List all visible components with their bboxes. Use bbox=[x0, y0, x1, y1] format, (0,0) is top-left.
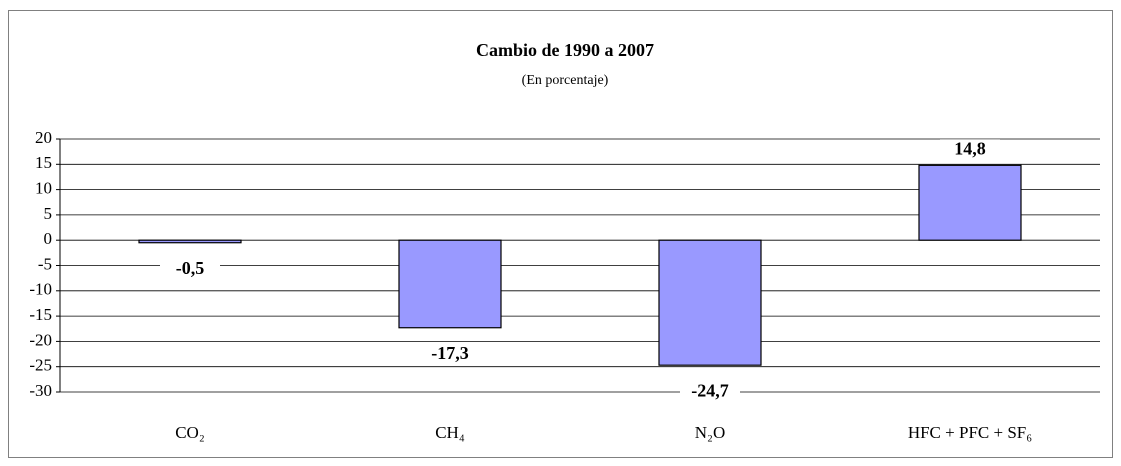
x-tick-label: N₂O bbox=[695, 423, 725, 442]
bar bbox=[658, 239, 762, 366]
y-tick-label: 0 bbox=[44, 229, 53, 248]
y-tick-label: 15 bbox=[35, 153, 52, 172]
y-tick-label: -25 bbox=[29, 356, 52, 375]
chart-subtitle: (En porcentaje) bbox=[522, 73, 609, 88]
value-label-bg bbox=[420, 343, 480, 366]
value-label: -0,5 bbox=[176, 258, 205, 278]
value-label: 14,8 bbox=[954, 138, 986, 158]
y-tick-label: -5 bbox=[38, 254, 52, 273]
bar bbox=[138, 239, 242, 244]
y-tick-label: -30 bbox=[29, 381, 52, 400]
chart-title: Cambio de 1990 a 2007 bbox=[476, 40, 654, 60]
y-tick-label: 20 bbox=[35, 128, 52, 147]
value-label-bg bbox=[940, 139, 1000, 162]
bar bbox=[398, 239, 502, 329]
value-label-bg bbox=[680, 381, 740, 404]
y-tick-label: 5 bbox=[44, 204, 53, 223]
x-tick-label: CH₄ bbox=[435, 423, 465, 442]
value-label-bg bbox=[160, 258, 220, 281]
bar bbox=[918, 164, 1022, 241]
y-tick-label: -20 bbox=[29, 330, 52, 349]
y-tick-label: -15 bbox=[29, 305, 52, 324]
x-tick-label: CO₂ bbox=[175, 423, 205, 442]
y-tick-label: -10 bbox=[29, 280, 52, 299]
y-tick-label: 10 bbox=[35, 179, 52, 198]
value-label: -24,7 bbox=[691, 380, 729, 400]
value-label: -17,3 bbox=[431, 343, 469, 363]
x-tick-label: HFC + PFC + SF₆ bbox=[908, 423, 1032, 442]
